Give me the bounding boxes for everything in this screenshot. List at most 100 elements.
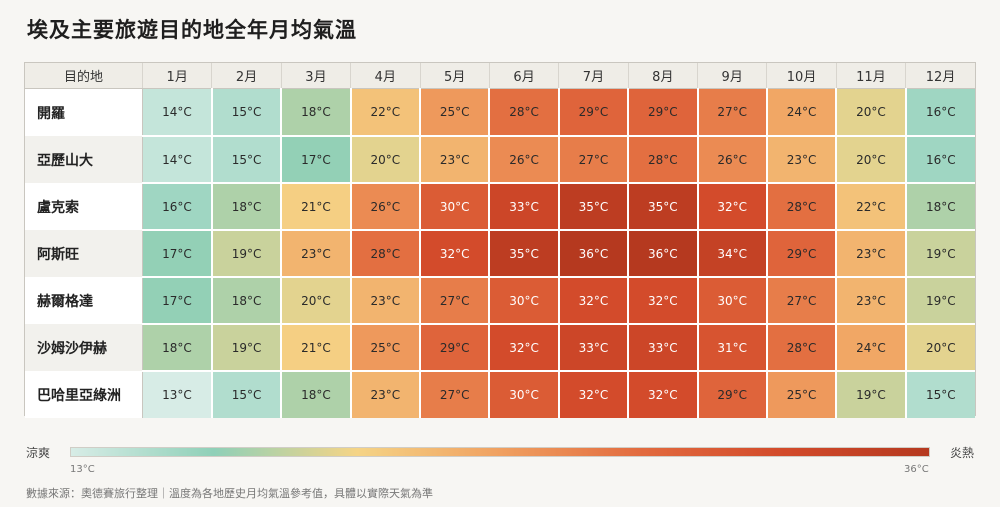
temperature-cell: 27°C [420,371,491,418]
temperature-cell: 28°C [628,136,699,184]
temperature-cell: 15°C [211,136,283,184]
temperature-cell: 25°C [350,324,422,372]
month-header: 5月 [420,63,490,89]
temperature-cell: 23°C [350,277,422,325]
temperature-cell: 27°C [558,136,630,184]
temperature-cell: 28°C [766,324,838,372]
month-header: 12月 [905,63,975,89]
temperature-cell: 30°C [489,277,560,325]
temperature-cell: 18°C [905,183,975,231]
temperature-cell: 26°C [489,136,560,184]
temperature-cell: 30°C [489,371,560,418]
temperature-cell: 23°C [281,230,352,278]
temperature-cell: 18°C [281,371,352,418]
temperature-cell: 18°C [211,183,283,231]
table-row: 亞歷山大 14°C 15°C 17°C 20°C 23°C 26°C 27°C 28°C 26°C… [25,136,975,184]
temperature-cell: 20°C [836,88,907,137]
temperature-cell: 29°C [420,324,491,372]
temperature-cell: 33°C [558,324,630,372]
temperature-cell: 16°C [142,183,213,231]
temperature-cell: 21°C [281,324,352,372]
month-header: 7月 [558,63,629,89]
month-header: 11月 [836,63,907,89]
temperature-cell: 18°C [211,277,283,325]
temperature-cell: 23°C [420,136,491,184]
temperature-cell: 32°C [628,371,699,418]
legend-high-label: 炎熱 [949,446,974,460]
temperature-cell: 14°C [142,88,213,137]
temperature-cell: 20°C [350,136,422,184]
table-row: 開羅 14°C 15°C 18°C 22°C 25°C 28°C 29°C 29°C 27°C 24… [25,88,975,137]
legend-low-label: 涼爽 [26,446,51,460]
temperature-cell: 29°C [628,88,699,137]
temperature-cell: 30°C [420,183,491,231]
chart-title: 埃及主要旅遊目的地全年月均氣溫 [27,18,357,42]
temperature-cell: 34°C [697,230,768,278]
destination-label: 阿斯旺 [25,230,143,277]
temperature-cell: 32°C [558,277,630,325]
temperature-cell: 32°C [420,230,491,278]
temperature-cell: 29°C [558,88,630,137]
temperature-cell: 14°C [142,136,213,184]
destination-label: 沙姆沙伊赫 [25,324,143,371]
month-header: 2月 [211,63,282,89]
table-row: 阿斯旺 17°C 19°C 23°C 28°C 32°C 35°C 36°C 36°C 34°C 2… [25,230,975,278]
temperature-cell: 36°C [628,230,699,278]
temperature-cell: 20°C [281,277,352,325]
temperature-cell: 19°C [905,230,975,278]
heatmap-table: 目的地 1月 2月 3月 4月 5月 6月 7月 8月 9月 10月 11月 12月 開羅 14°C 15… [25,63,975,418]
header-row: 目的地 1月 2月 3月 4月 5月 6月 7月 8月 9月 10月 11月 12月 [25,63,975,89]
temperature-cell: 17°C [142,230,213,278]
temperature-cell: 26°C [697,136,768,184]
temperature-cell: 18°C [142,324,213,372]
destination-label: 盧克索 [25,183,143,230]
temperature-cell: 27°C [420,277,491,325]
temperature-cell: 32°C [628,277,699,325]
temperature-cell: 19°C [905,277,975,325]
temperature-cell: 27°C [766,277,838,325]
color-scale-bar [70,447,930,457]
source-footnote: 數據來源：奧德賽旅行整理｜溫度為各地歷史月均氣溫參考值，具體以實際天氣為準 [26,487,433,500]
table-row: 盧克索 16°C 18°C 21°C 26°C 30°C 33°C 35°C 35°C 32°C 2… [25,183,975,231]
month-header: 8月 [628,63,699,89]
temperature-cell: 15°C [905,371,975,418]
temperature-cell: 17°C [281,136,352,184]
temperature-cell: 19°C [211,230,283,278]
table-row: 沙姆沙伊赫 18°C 19°C 21°C 25°C 29°C 32°C 33°C 33°C 31°… [25,324,975,372]
temperature-cell: 23°C [836,230,907,278]
temperature-cell: 17°C [142,277,213,325]
legend-min-value: 13°C [70,464,95,475]
temperature-cell: 24°C [836,324,907,372]
table-row: 赫爾格達 17°C 18°C 20°C 23°C 27°C 30°C 32°C 32°C 30°C… [25,277,975,325]
month-header: 4月 [350,63,421,89]
temperature-cell: 35°C [489,230,560,278]
temperature-cell: 23°C [766,136,838,184]
temperature-cell: 28°C [489,88,560,137]
temperature-cell: 18°C [281,88,352,137]
temperature-cell: 33°C [489,183,560,231]
temperature-cell: 26°C [350,183,422,231]
month-header: 3月 [281,63,352,89]
temperature-cell: 33°C [628,324,699,372]
temperature-cell: 31°C [697,324,768,372]
temperature-cell: 32°C [558,371,630,418]
temperature-cell: 15°C [211,88,283,137]
heatmap-body: 開羅 14°C 15°C 18°C 22°C 25°C 28°C 29°C 29°C 27°C 24… [25,88,975,418]
temperature-cell: 22°C [350,88,422,137]
month-header: 10月 [766,63,837,89]
temperature-cell: 24°C [766,88,838,137]
table-row: 巴哈里亞綠洲 13°C 15°C 18°C 23°C 27°C 30°C 32°C 32°C 29… [25,371,975,418]
temperature-cell: 16°C [905,136,975,184]
destination-label: 巴哈里亞綠洲 [25,371,143,418]
temperature-cell: 28°C [766,183,838,231]
temperature-cell: 19°C [211,324,283,372]
temperature-cell: 23°C [836,277,907,325]
temperature-cell: 20°C [836,136,907,184]
row-header-label: 目的地 [25,63,143,89]
temperature-cell: 28°C [350,230,422,278]
destination-label: 亞歷山大 [25,136,143,183]
temperature-cell: 23°C [350,371,422,418]
month-header: 1月 [142,63,213,89]
destination-label: 赫爾格達 [25,277,143,324]
temperature-cell: 22°C [836,183,907,231]
